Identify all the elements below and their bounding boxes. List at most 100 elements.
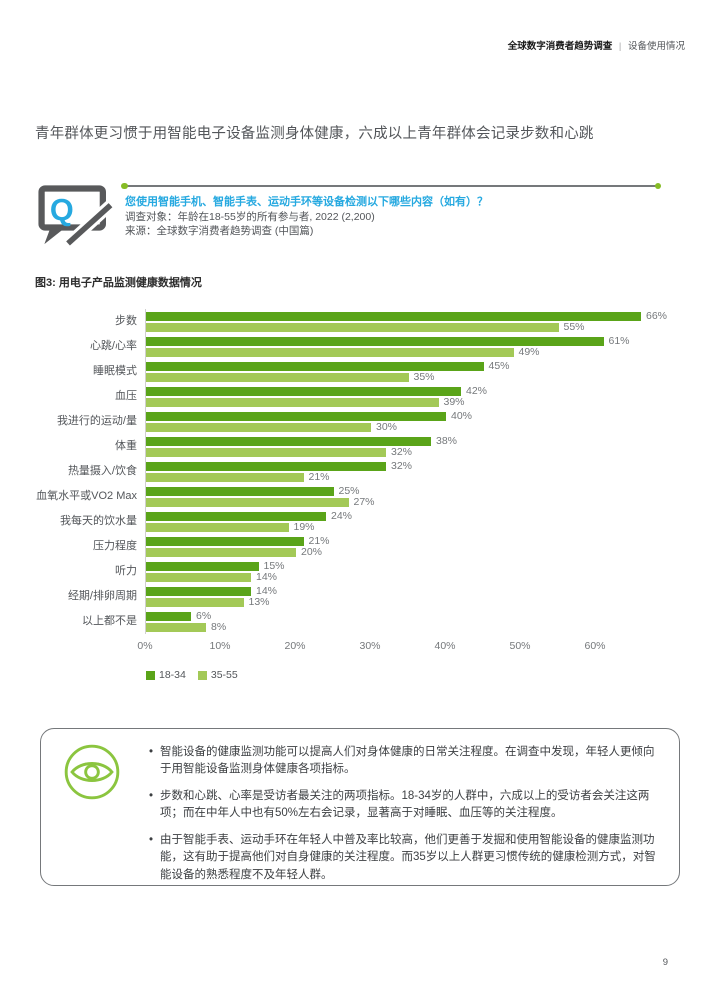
accent-divider-line	[121, 182, 661, 189]
legend-label: 18-34	[159, 669, 186, 681]
bar-35-55	[146, 447, 386, 457]
chart-rows: 步数 66% 55% 心跳/心率 61% 49% 睡眠模式 45% 35% 血压 42% 39% 我进行…	[35, 309, 680, 634]
page-title: 青年群体更习惯于用智能电子设备监测身体健康，六成以上青年群体会记录步数和心跳	[35, 126, 594, 142]
bar-35-55	[146, 497, 349, 507]
eye-icon	[64, 744, 120, 800]
insight-bullet-list: 智能设备的健康监测功能可以提高人们对身体健康的日常关注程度。在调查中发现，年轻人…	[149, 744, 659, 893]
survey-question: 您使用智能手机、智能手表、运动手环等设备检测以下哪些内容（如有）？	[125, 196, 488, 208]
category-label: 体重	[115, 440, 137, 453]
bar-value-label: 55%	[563, 321, 585, 333]
chart-title: 图3: 用电子产品监测健康数据情况	[35, 277, 202, 289]
bar-value-label: 49%	[518, 346, 540, 358]
bar-35-55	[146, 547, 296, 557]
category-label: 以上都不是	[82, 615, 137, 628]
bar-chart: 步数 66% 55% 心跳/心率 61% 49% 睡眠模式 45% 35% 血压 42% 39% 我进行…	[35, 309, 680, 634]
bar-18-34	[146, 561, 259, 571]
bar-35-55	[146, 622, 206, 632]
survey-source: 来源：全球数字消费者趋势调查 (中国篇)	[125, 225, 314, 237]
bar-18-34	[146, 486, 334, 496]
legend-swatch-icon	[146, 670, 155, 680]
bar-18-34	[146, 411, 446, 421]
insight-bullet: 步数和心跳、心率是受访者最关注的两项指标。18-34岁的人群中，六成以上的受访者…	[149, 788, 659, 823]
bar-value-label: 40%	[451, 410, 473, 422]
bar-value-label: 14%	[256, 571, 278, 583]
category-label: 热量摄入/饮食	[67, 465, 137, 478]
svg-text:Q: Q	[50, 193, 74, 227]
bar-value-label: 19%	[293, 521, 315, 533]
survey-audience: 调查对象：年龄在18-55岁的所有参与者, 2022 (2,200)	[125, 211, 375, 223]
chart-row: 经期/排卵周期 14% 13%	[35, 584, 680, 609]
bar-18-34	[146, 586, 251, 596]
bar-18-34	[146, 611, 191, 621]
bar-value-label: 13%	[248, 596, 270, 608]
divider-dot-left-icon	[121, 182, 128, 189]
bar-18-34	[146, 536, 304, 546]
chart-row: 压力程度 21% 20%	[35, 534, 680, 559]
category-label: 我每天的饮水量	[60, 515, 137, 528]
bar-value-label: 35%	[413, 371, 435, 383]
bar-35-55	[146, 472, 304, 482]
axis-tick-label: 50%	[509, 640, 531, 652]
bar-35-55	[146, 572, 251, 582]
bar-35-55	[146, 322, 559, 332]
axis-tick-label: 10%	[209, 640, 231, 652]
chart-row: 步数 66% 55%	[35, 309, 680, 334]
report-title: 全球数字消费者趋势调查	[507, 41, 613, 52]
bar-value-label: 25%	[338, 485, 360, 497]
axis-tick-label: 60%	[584, 640, 606, 652]
bar-value-label: 21%	[308, 535, 330, 547]
bar-value-label: 61%	[608, 335, 630, 347]
legend-swatch-icon	[197, 670, 207, 680]
chart-row: 血压 42% 39%	[35, 384, 680, 409]
bar-18-34	[146, 436, 431, 446]
chart-legend: 18-34 35-55	[146, 669, 238, 681]
bar-18-34	[146, 461, 386, 471]
bar-18-34	[146, 511, 326, 521]
bar-35-55	[146, 397, 439, 407]
bar-value-label: 15%	[263, 560, 285, 572]
bar-value-label: 6%	[196, 610, 212, 622]
bar-value-label: 14%	[256, 585, 278, 597]
category-label: 睡眠模式	[93, 365, 137, 378]
bar-value-label: 30%	[376, 421, 398, 433]
x-axis: 0% 10% 20% 30% 40% 50% 60%	[137, 640, 685, 654]
category-label: 我进行的运动/量	[56, 415, 137, 428]
category-label: 经期/排卵周期	[67, 590, 137, 603]
bar-18-34	[146, 311, 641, 321]
bar-value-label: 32%	[391, 460, 413, 472]
chart-row: 血氧水平或VO2 Max 25% 27%	[35, 484, 680, 509]
category-label: 听力	[115, 565, 137, 578]
bar-18-34	[146, 361, 484, 371]
legend-item: 18-34	[146, 669, 186, 681]
legend-item: 35-55	[197, 669, 238, 681]
bar-35-55	[146, 347, 514, 357]
axis-tick-label: 30%	[359, 640, 381, 652]
running-header: 全球数字消费者趋势调查 | 设备使用情况	[508, 38, 685, 52]
bar-35-55	[146, 422, 371, 432]
category-label: 心跳/心率	[89, 340, 137, 353]
bar-35-55	[146, 522, 289, 532]
bar-value-label: 66%	[646, 310, 668, 322]
legend-label: 35-55	[210, 669, 238, 681]
section-title: 设备使用情况	[627, 41, 685, 52]
page-number: 9	[662, 957, 668, 968]
bar-35-55	[146, 372, 409, 382]
bar-value-label: 39%	[443, 396, 465, 408]
insight-bullet: 智能设备的健康监测功能可以提高人们对身体健康的日常关注程度。在调查中发现，年轻人…	[149, 744, 659, 779]
chart-row: 我进行的运动/量 40% 30%	[35, 409, 680, 434]
chart-row: 以上都不是 6% 8%	[35, 609, 680, 634]
insights-callout: 智能设备的健康监测功能可以提高人们对身体健康的日常关注程度。在调查中发现，年轻人…	[40, 728, 680, 886]
axis-tick-label: 0%	[137, 640, 153, 652]
header-separator: |	[618, 41, 622, 52]
category-label: 血压	[115, 390, 137, 403]
bar-value-label: 21%	[308, 471, 330, 483]
question-speech-bubble-icon: Q	[38, 185, 114, 251]
chart-row: 体重 38% 32%	[35, 434, 680, 459]
category-label: 压力程度	[93, 540, 137, 553]
chart-row: 心跳/心率 61% 49%	[35, 334, 680, 359]
chart-row: 听力 15% 14%	[35, 559, 680, 584]
chart-row: 我每天的饮水量 24% 19%	[35, 509, 680, 534]
chart-row: 热量摄入/饮食 32% 21%	[35, 459, 680, 484]
bar-value-label: 24%	[331, 510, 353, 522]
